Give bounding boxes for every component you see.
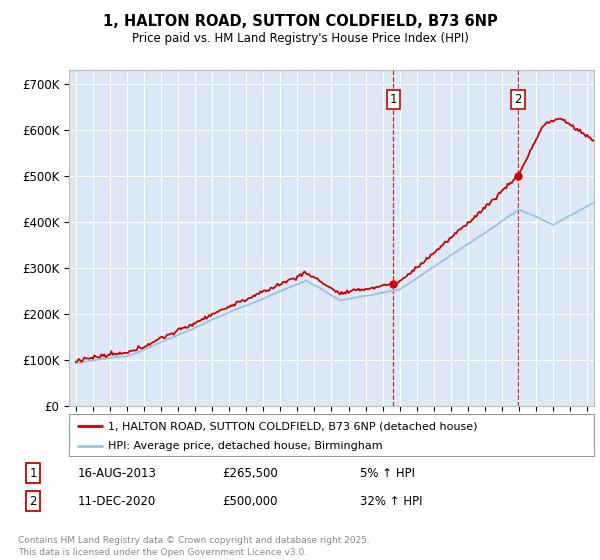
Text: 16-AUG-2013: 16-AUG-2013 (78, 466, 157, 480)
Text: HPI: Average price, detached house, Birmingham: HPI: Average price, detached house, Birm… (109, 441, 383, 451)
Text: Contains HM Land Registry data © Crown copyright and database right 2025.: Contains HM Land Registry data © Crown c… (18, 536, 370, 545)
Text: 11-DEC-2020: 11-DEC-2020 (78, 494, 156, 508)
Text: 1, HALTON ROAD, SUTTON COLDFIELD, B73 6NP: 1, HALTON ROAD, SUTTON COLDFIELD, B73 6N… (103, 14, 497, 29)
Text: 1: 1 (389, 94, 397, 106)
Text: This data is licensed under the Open Government Licence v3.0.: This data is licensed under the Open Gov… (18, 548, 307, 557)
Text: 5% ↑ HPI: 5% ↑ HPI (360, 466, 415, 480)
Text: Price paid vs. HM Land Registry's House Price Index (HPI): Price paid vs. HM Land Registry's House … (131, 32, 469, 45)
Text: 2: 2 (29, 494, 37, 508)
Text: 1: 1 (29, 466, 37, 480)
Text: £265,500: £265,500 (222, 466, 278, 480)
Text: 32% ↑ HPI: 32% ↑ HPI (360, 494, 422, 508)
Text: 1, HALTON ROAD, SUTTON COLDFIELD, B73 6NP (detached house): 1, HALTON ROAD, SUTTON COLDFIELD, B73 6N… (109, 421, 478, 431)
Text: 2: 2 (514, 94, 522, 106)
Text: £500,000: £500,000 (222, 494, 277, 508)
